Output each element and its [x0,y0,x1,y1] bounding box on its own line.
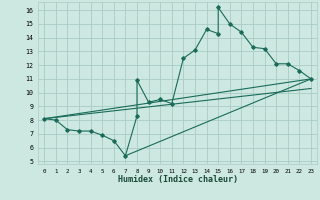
X-axis label: Humidex (Indice chaleur): Humidex (Indice chaleur) [118,175,238,184]
